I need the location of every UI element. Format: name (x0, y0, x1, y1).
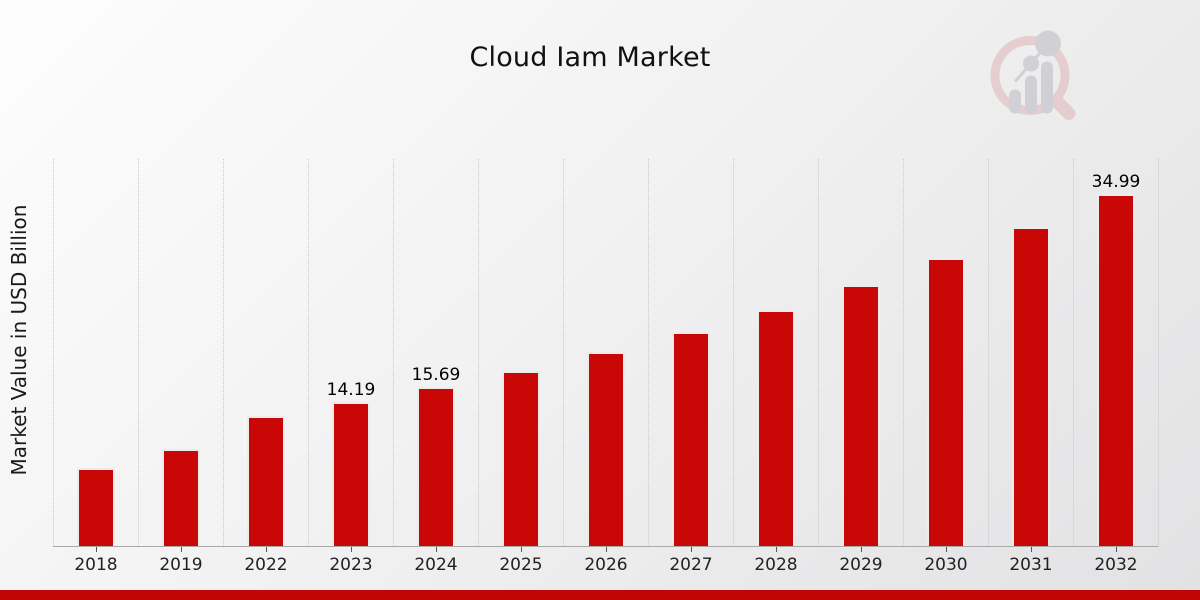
chart-column-2027: 2027 (648, 159, 733, 575)
plot-area: 2018 2019 2022 14.19 2023 15.69 2024 2025 2026 20… (53, 159, 1159, 575)
x-axis-tick (861, 547, 862, 552)
x-axis-tick (181, 547, 182, 552)
chart-column-2023: 14.19 2023 (308, 159, 393, 575)
bar-2028 (757, 309, 795, 546)
x-axis-label: 2022 (244, 555, 288, 575)
bar-2022 (247, 415, 285, 546)
x-axis-label: 2030 (924, 555, 968, 575)
bottom-accent-bar (0, 590, 1200, 600)
x-axis-label: 2018 (74, 555, 118, 575)
bar-2032: 34.99 (1092, 172, 1140, 546)
bar-2019 (162, 449, 200, 546)
chart-column-2018: 2018 (53, 159, 138, 575)
chart-column-2030: 2030 (903, 159, 988, 575)
chart-column-2019: 2019 (138, 159, 223, 575)
magnifier-bar-chart-logo-watermark (990, 30, 1076, 120)
x-axis-label: 2032 (1094, 555, 1138, 575)
chart-column-2031: 2031 (988, 159, 1073, 575)
x-axis-label: 2019 (159, 555, 203, 575)
bar-value-label: 15.69 (411, 365, 461, 386)
bar-2030 (927, 257, 965, 546)
bar-2027 (672, 332, 710, 546)
bar-2029 (842, 284, 880, 546)
chart-column-2032: 34.99 2032 (1073, 159, 1158, 575)
logo-dot-large (1035, 30, 1061, 57)
x-axis-tick (266, 547, 267, 552)
x-axis-label: 2026 (584, 555, 628, 575)
x-axis-tick (351, 547, 352, 552)
chart-column-2022: 2022 (223, 159, 308, 575)
bar-2031 (1012, 227, 1050, 546)
logo-dot-small (1023, 55, 1039, 72)
logo-bars (1009, 61, 1053, 114)
x-axis-label: 2027 (669, 555, 713, 575)
x-axis-label: 2028 (754, 555, 798, 575)
chart-column-2029: 2029 (818, 159, 903, 575)
x-axis-tick (1031, 547, 1032, 552)
bar-value-label: 34.99 (1091, 172, 1141, 193)
bar-value-label: 14.19 (326, 380, 376, 401)
x-axis-tick (436, 547, 437, 552)
x-axis-tick (691, 547, 692, 552)
bar-2023: 14.19 (327, 380, 375, 546)
x-axis-label: 2025 (499, 555, 543, 575)
bar-2018 (77, 468, 115, 546)
chart-column-2026: 2026 (563, 159, 648, 575)
x-axis-tick (1116, 547, 1117, 552)
x-axis-tick (946, 547, 947, 552)
x-axis-tick (606, 547, 607, 552)
chart-column-2025: 2025 (478, 159, 563, 575)
chart-column-2024: 15.69 2024 (393, 159, 478, 575)
x-axis-label: 2023 (329, 555, 373, 575)
x-axis-tick (776, 547, 777, 552)
chart-column-2028: 2028 (733, 159, 818, 575)
y-axis-title: Market Value in USD Billion (7, 204, 31, 476)
magnifier-handle (1049, 94, 1076, 120)
bar-2025 (502, 370, 540, 546)
chart-title: Cloud Iam Market (469, 42, 711, 73)
x-axis-label: 2031 (1009, 555, 1053, 575)
x-axis-tick (521, 547, 522, 552)
x-axis-tick (96, 547, 97, 552)
bar-2024: 15.69 (412, 365, 460, 546)
x-axis-label: 2029 (839, 555, 883, 575)
bar-2026 (587, 352, 625, 546)
x-axis-label: 2024 (414, 555, 458, 575)
